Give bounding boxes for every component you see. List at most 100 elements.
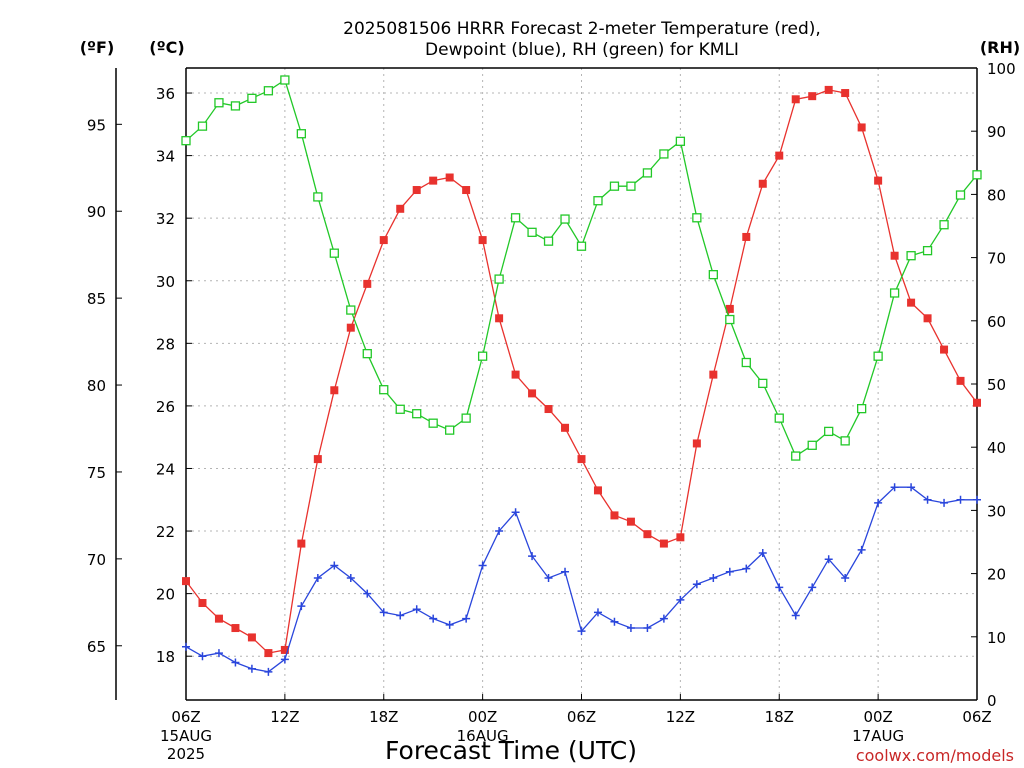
rh-point bbox=[543, 236, 554, 246]
rh-point bbox=[280, 75, 290, 85]
rh-point bbox=[659, 149, 669, 159]
temperature-point bbox=[346, 323, 355, 332]
rh-point bbox=[807, 440, 817, 450]
dewpoint-point bbox=[396, 611, 405, 620]
dewpoint-point bbox=[758, 548, 767, 557]
rh-tick-label: 0 bbox=[987, 692, 997, 710]
rh-point bbox=[263, 86, 274, 96]
rh-point bbox=[346, 305, 356, 315]
temperature-point bbox=[709, 370, 718, 379]
rh-tick-label: 90 bbox=[987, 123, 1006, 141]
temperature-point bbox=[363, 279, 372, 288]
temperature-point bbox=[676, 533, 685, 542]
temperature-point bbox=[396, 204, 405, 213]
x-tick-date-label: 16AUG bbox=[457, 727, 509, 745]
rh-point bbox=[922, 245, 933, 256]
rh-point bbox=[609, 181, 620, 191]
rh-point bbox=[477, 351, 488, 361]
temperature-line bbox=[185, 89, 978, 654]
dewpoint-point bbox=[626, 624, 635, 633]
dewpoint-point bbox=[478, 561, 487, 570]
fahrenheit-tick-label: 90 bbox=[87, 203, 106, 221]
temperature-point bbox=[874, 176, 883, 185]
dewpoint-point bbox=[182, 642, 190, 651]
dewpoint-point bbox=[528, 552, 537, 561]
temperature-point bbox=[445, 173, 454, 182]
dewpoint-point bbox=[643, 624, 652, 633]
temperature-point bbox=[313, 455, 322, 464]
dewpoint-point bbox=[692, 580, 701, 589]
temperature-point bbox=[742, 232, 751, 241]
rh-tick-label: 60 bbox=[987, 313, 1006, 331]
rh-tick-label: 40 bbox=[987, 439, 1006, 457]
temperature-point bbox=[692, 439, 701, 448]
celsius-tick-label: 32 bbox=[156, 210, 175, 228]
temperature-point bbox=[890, 251, 899, 260]
dewpoint-point bbox=[890, 483, 899, 492]
rh-tick-label: 70 bbox=[987, 250, 1006, 268]
rh-point bbox=[626, 181, 636, 191]
x-tick-label: 00Z bbox=[863, 708, 892, 726]
temperature-point bbox=[857, 123, 866, 132]
x-tick-label: 18Z bbox=[765, 708, 794, 726]
rh-point bbox=[510, 213, 521, 223]
rh-point bbox=[741, 357, 751, 368]
dewpoint-point bbox=[429, 614, 438, 623]
temperature-point bbox=[198, 599, 207, 608]
rh-point bbox=[593, 196, 603, 206]
rh-point bbox=[461, 413, 471, 423]
dewpoint-point bbox=[610, 617, 619, 626]
rh-point bbox=[955, 190, 966, 200]
dewpoint-point bbox=[709, 573, 718, 582]
dewpoint-point bbox=[659, 614, 668, 623]
temperature-point bbox=[973, 398, 981, 407]
temperature-point bbox=[593, 486, 602, 495]
rh-point bbox=[725, 314, 735, 325]
temperature-point bbox=[511, 370, 520, 379]
rh-point bbox=[791, 451, 801, 461]
rh-tick-label: 80 bbox=[987, 186, 1006, 204]
rh-point bbox=[230, 101, 241, 111]
x-tick-year-label: 2025 bbox=[167, 745, 205, 763]
temperature-point bbox=[182, 577, 190, 586]
dewpoint-point bbox=[940, 498, 949, 507]
chart-title: 2025081506 HRRR Forecast 2-meter Tempera… bbox=[343, 19, 821, 39]
dewpoint-point bbox=[198, 652, 207, 661]
dewpoint-point bbox=[495, 527, 504, 536]
dewpoint-point bbox=[346, 573, 355, 582]
rh-point bbox=[856, 403, 867, 414]
rh-point bbox=[972, 170, 982, 180]
temperature-point bbox=[725, 304, 734, 313]
rh-point bbox=[873, 351, 883, 361]
x-tick-label: 18Z bbox=[369, 708, 398, 726]
rh-point bbox=[247, 93, 257, 103]
temperature-point bbox=[659, 539, 668, 548]
x-tick-label: 06Z bbox=[962, 708, 991, 726]
dewpoint-point bbox=[561, 567, 570, 576]
rh-point bbox=[939, 220, 949, 230]
dewpoint-point bbox=[775, 583, 784, 592]
temperature-point bbox=[775, 151, 784, 160]
rh-point bbox=[445, 425, 455, 435]
dewpoint-point bbox=[742, 564, 751, 573]
dewpoint-point bbox=[544, 573, 553, 582]
fahrenheit-tick-label: 95 bbox=[87, 116, 106, 134]
rh-point bbox=[395, 404, 405, 414]
dewpoint-point bbox=[297, 602, 306, 611]
rh-point bbox=[412, 409, 422, 419]
dewpoint-point bbox=[857, 545, 866, 554]
rh-point bbox=[906, 251, 916, 261]
dewpoint-point bbox=[280, 655, 289, 664]
rh-tick-label: 100 bbox=[987, 60, 1016, 78]
rh-point bbox=[576, 241, 587, 251]
temperature-point bbox=[824, 85, 833, 94]
rh-point bbox=[428, 418, 438, 428]
rh-point bbox=[197, 121, 208, 131]
celsius-tick-label: 22 bbox=[156, 523, 175, 541]
dewpoint-point bbox=[313, 573, 322, 582]
x-tick-label: 06Z bbox=[171, 708, 200, 726]
rh-point bbox=[214, 98, 224, 108]
temperature-point bbox=[280, 645, 289, 654]
fahrenheit-tick-label: 75 bbox=[87, 464, 106, 482]
series-layer bbox=[181, 75, 982, 676]
